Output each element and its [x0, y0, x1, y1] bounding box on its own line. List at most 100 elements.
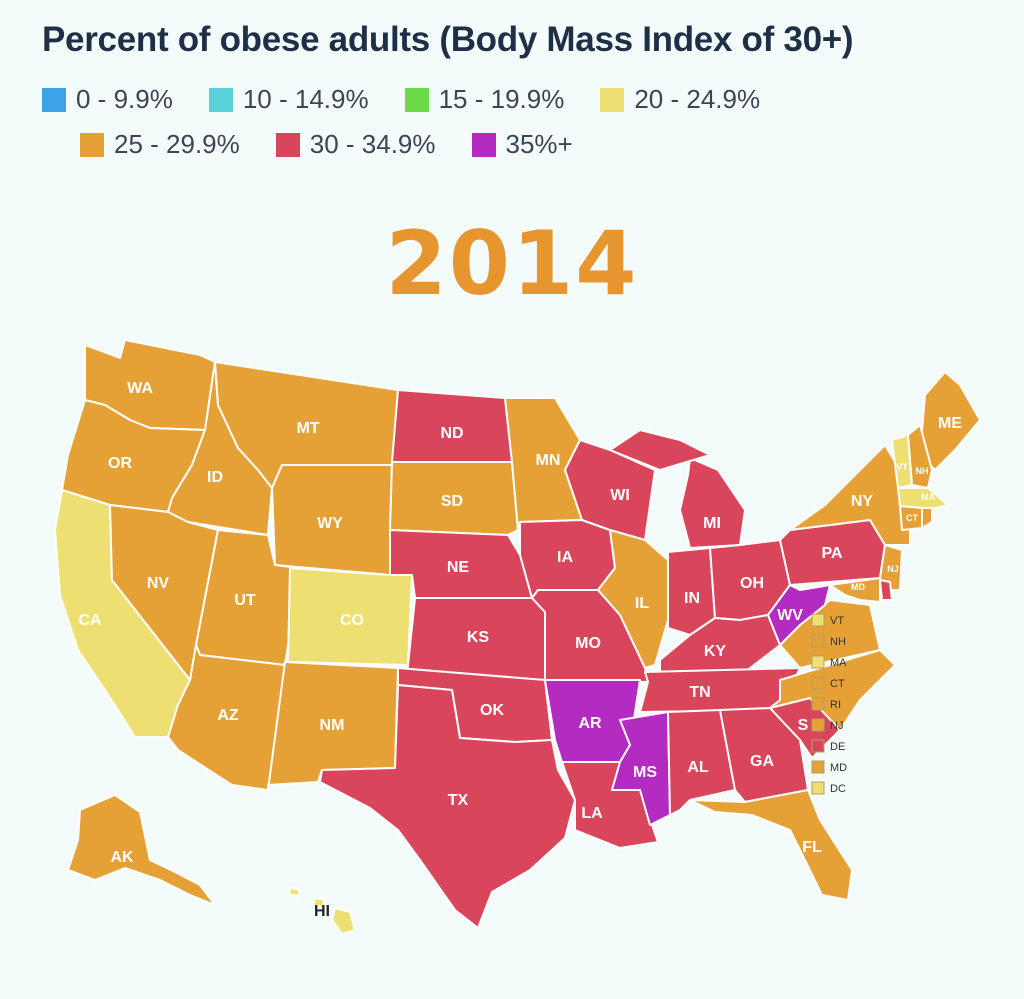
legend-label: 25 - 29.9% [114, 129, 240, 159]
label-OH: OH [740, 575, 764, 592]
ne-swatch-VT [811, 613, 825, 627]
state-MI-UP [609, 429, 711, 471]
label-HI: HI [314, 903, 330, 920]
state-TX [319, 684, 576, 929]
label-LA: LA [581, 805, 603, 822]
map-title: Percent of obese adults (Body Mass Index… [42, 20, 854, 59]
legend-swatch-2 [404, 87, 429, 112]
legend-label: 10 - 14.9% [242, 84, 369, 114]
state-FL [689, 789, 853, 901]
label-OR: OR [108, 455, 132, 472]
label-TN: TN [689, 684, 710, 701]
ne-label-DE: DE [830, 741, 845, 753]
label-MO: MO [575, 635, 601, 652]
state-NJ [879, 544, 903, 591]
ne-swatch-DC [811, 781, 825, 795]
label-IA: IA [557, 549, 573, 566]
label-MD: MD [851, 582, 865, 592]
legend-label: 0 - 9.9% [76, 84, 173, 114]
label-CT: CT [906, 513, 918, 523]
legend-swatch-4 [80, 132, 104, 157]
ne-swatch-MA [811, 655, 825, 669]
ne-label-VT: VT [830, 615, 844, 627]
legend-item: 20 - 24.9% [600, 84, 760, 115]
label-ME: ME [938, 415, 962, 432]
ne-label-MD: MD [830, 762, 847, 774]
state-DE [879, 579, 893, 601]
label-OK: OK [480, 702, 504, 719]
label-NM: NM [320, 717, 345, 734]
state-AK [67, 794, 216, 906]
state-NH [907, 424, 933, 489]
ne-label-DC: DC [830, 783, 846, 795]
label-NH: NH [916, 466, 929, 476]
legend-item: 15 - 19.9% [404, 84, 565, 115]
label-AR: AR [578, 715, 602, 732]
legend-row-1: 0 - 9.9% 10 - 14.9% 15 - 19.9% 20 - 24.9… [42, 84, 796, 115]
state-CO [287, 567, 413, 666]
label-PA: PA [821, 545, 842, 562]
state-SD [389, 461, 519, 536]
ne-swatch-MD [811, 760, 825, 774]
legend-item: 35%+ [471, 129, 573, 160]
legend-label: 30 - 34.9% [309, 129, 436, 159]
label-IL: IL [635, 595, 649, 612]
legend-item: 0 - 9.9% [42, 84, 173, 115]
label-CA: CA [78, 612, 102, 629]
legend-swatch-0 [42, 87, 66, 112]
legend-item: 30 - 34.9% [275, 129, 436, 160]
label-MT: MT [296, 420, 319, 437]
label-MI: MI [703, 515, 721, 532]
ne-label-NJ: NJ [830, 720, 843, 732]
label-KY: KY [704, 643, 727, 660]
label-AL: AL [687, 759, 709, 776]
legend-swatch-3 [600, 87, 625, 112]
label-KS: KS [467, 629, 490, 646]
ne-label-CT: CT [830, 678, 845, 690]
state-MA [897, 487, 949, 511]
state-HI-maui [312, 897, 326, 908]
label-NJ: NJ [887, 564, 899, 574]
label-WV: WV [777, 607, 803, 624]
label-AK: AK [110, 849, 134, 866]
label-VT: VT [896, 462, 908, 472]
legend-label: 15 - 19.9% [438, 84, 565, 114]
label-NE: NE [447, 559, 470, 576]
label-AZ: AZ [217, 707, 239, 724]
label-WI: WI [610, 487, 630, 504]
state-HI-big [331, 907, 356, 935]
state-MI [679, 457, 746, 549]
ne-swatch-CT [811, 676, 825, 690]
state-MD [829, 577, 881, 603]
ne-swatch-DE [811, 739, 825, 753]
label-SD: SD [441, 493, 463, 510]
label-WA: WA [127, 380, 153, 397]
legend-label: 35%+ [505, 129, 573, 159]
label-WY: WY [317, 515, 343, 532]
state-RI [921, 507, 933, 529]
ne-label-MA: MA [830, 657, 847, 669]
label-FL: FL [802, 839, 822, 856]
label-NV: NV [147, 575, 170, 592]
label-NY: NY [851, 493, 874, 510]
label-CO: CO [340, 612, 364, 629]
legend-item: 25 - 29.9% [80, 129, 240, 160]
legend-swatch-5 [275, 132, 300, 157]
label-MA: MA [921, 492, 935, 502]
ne-swatch-RI [811, 697, 825, 711]
label-IN: IN [684, 590, 700, 607]
ne-label-NH: NH [830, 636, 846, 648]
ne-swatch-NJ [811, 718, 825, 732]
label-SC: S [798, 717, 809, 734]
label-GA: GA [750, 753, 774, 770]
legend-swatch-1 [208, 87, 233, 112]
label-ID: ID [207, 469, 223, 486]
legend-item: 10 - 14.9% [208, 84, 369, 115]
label-TX: TX [448, 792, 469, 809]
state-HI-oahu [288, 887, 301, 897]
ne-label-RI: RI [830, 699, 841, 711]
label-MN: MN [536, 452, 561, 469]
label-MS: MS [633, 764, 657, 781]
legend-label: 20 - 24.9% [634, 84, 761, 114]
